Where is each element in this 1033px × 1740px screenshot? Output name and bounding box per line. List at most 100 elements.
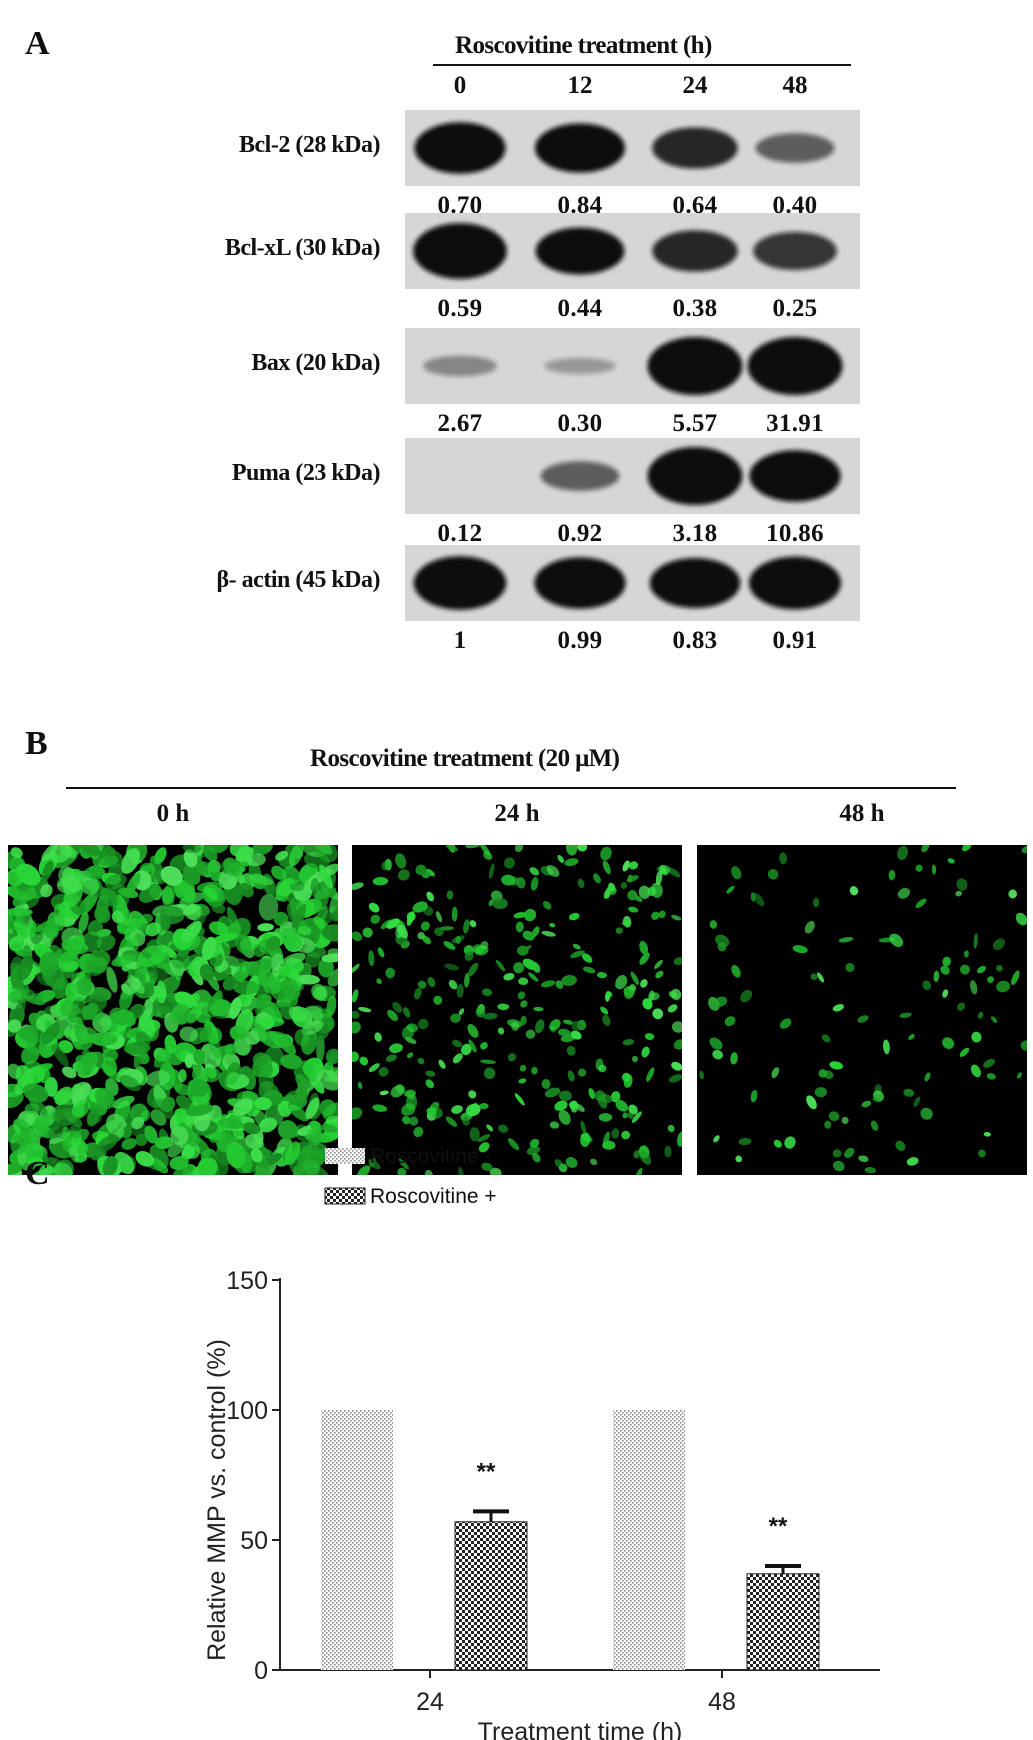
fluorescent-cell [635, 1167, 643, 1175]
fluorescent-cell [175, 1095, 194, 1112]
fluorescent-cell [611, 1128, 620, 1139]
fluorescent-cell [639, 1150, 652, 1165]
blot-image-puma [405, 438, 860, 514]
fluorescent-cell [593, 873, 601, 884]
fluorescent-cell [174, 1083, 191, 1096]
fluorescent-cell [472, 944, 485, 954]
fluorescent-cell [478, 1142, 490, 1153]
fluorescent-cell [170, 1126, 189, 1146]
fluorescent-cell [829, 1061, 843, 1070]
fluorescent-cell [445, 845, 458, 852]
fluorescent-cell [906, 1157, 919, 1166]
fluorescent-cell [610, 1091, 621, 1103]
fluorescent-cell [464, 972, 470, 988]
legend-label-minus: Roscovitine - [370, 1145, 491, 1168]
band-lane-12 [540, 461, 620, 491]
fluorescent-cell [318, 958, 334, 978]
fluorescent-cell [407, 1052, 414, 1058]
fluorescent-cell [179, 1026, 198, 1042]
y-tick-label: 0 [254, 1657, 268, 1685]
quant-bclxl-lane-12: 0.44 [557, 295, 603, 322]
fluorescent-cell [833, 1160, 845, 1172]
fluorescent-cell [326, 995, 337, 1018]
fluorescent-cell [185, 993, 200, 1008]
legend-swatch-plus [324, 1187, 366, 1205]
fluorescent-cell [664, 1145, 672, 1158]
fluorescent-cell [193, 1049, 206, 1065]
fluorescent-cell [284, 1141, 301, 1166]
fluorescent-cell [715, 934, 730, 947]
quant-bclxl-lane-0: 0.59 [437, 295, 483, 322]
fluorescent-cell [849, 886, 859, 896]
fluorescent-cell [157, 944, 178, 959]
fluorescent-cell [135, 1133, 148, 1147]
fluorescent-cell [182, 845, 202, 854]
fluorescent-cell [959, 1047, 970, 1057]
fluorescent-cell [532, 1152, 541, 1163]
fluorescent-cell [26, 1063, 53, 1076]
fluorescent-cell [483, 851, 493, 860]
panel-a-letter: A [25, 25, 50, 62]
fluorescent-cell [415, 864, 427, 876]
fluorescent-cell [627, 890, 638, 901]
fluorescent-cell [378, 1067, 389, 1077]
fluorescent-cell [245, 1133, 264, 1150]
fluorescent-cell [253, 1160, 271, 1175]
band-lane-48 [747, 337, 843, 395]
fluorescent-cell [425, 1070, 436, 1077]
fluorescent-cell [622, 860, 630, 872]
y-tick-label: 150 [226, 1267, 268, 1295]
fluorescent-cell [322, 924, 338, 942]
fluorescent-cell [838, 936, 854, 943]
fluorescent-cell [164, 1034, 177, 1054]
fluorescent-cell [224, 1043, 238, 1056]
band-lane-0 [423, 355, 497, 377]
fluorescent-cell [947, 858, 955, 864]
band-lane-24 [652, 127, 738, 169]
bar-plus-24 [454, 1521, 528, 1671]
fluorescent-cell [714, 996, 728, 1007]
fluorescent-cell [252, 1052, 269, 1067]
fluorescent-cell [633, 1150, 641, 1159]
fluorescent-cell [542, 901, 552, 910]
fluorescent-cell [395, 928, 403, 939]
fluorescent-cell [278, 1036, 297, 1055]
fluorescent-cell [959, 964, 970, 975]
fluorescent-cell [824, 1120, 832, 1129]
fluorescent-cell [376, 978, 382, 985]
fluorescent-cell [673, 1039, 682, 1050]
fluorescent-cell [28, 1116, 48, 1142]
fluorescent-cell [452, 1053, 463, 1064]
fluorescent-cell [352, 882, 364, 890]
fluorescent-cell [726, 885, 735, 894]
fluorescent-cell [257, 968, 274, 987]
lane-header-12: 12 [567, 72, 593, 99]
micrograph-48h [697, 845, 1027, 1175]
fluorescent-cell [77, 845, 101, 857]
fluorescent-cell [529, 867, 540, 876]
x-tick-label-24: 24 [416, 1688, 444, 1716]
fluorescent-cell [489, 1167, 502, 1175]
fluorescent-cell [145, 922, 161, 937]
fluorescent-cell [258, 893, 279, 921]
fluorescent-cell [52, 1108, 79, 1126]
fluorescent-cell [549, 1019, 561, 1031]
fluorescent-cell [565, 1157, 578, 1168]
fluorescent-cell [62, 876, 83, 892]
fluorescent-cell [66, 935, 86, 959]
fluorescent-cell [507, 1138, 520, 1151]
fluorescent-cell [631, 1111, 642, 1123]
fluorescent-cell [605, 891, 610, 899]
fluorescent-cell [922, 980, 932, 990]
fluorescent-cell [933, 970, 940, 983]
fluorescent-cell [467, 962, 479, 977]
fluorescent-cell [767, 869, 779, 880]
fluorescent-cell [352, 1107, 363, 1120]
fluorescent-cell [497, 1027, 505, 1035]
fluorescent-cell [427, 977, 436, 988]
fluorescent-cell [699, 1070, 704, 1080]
fluorescent-cell [223, 857, 241, 877]
fluorescent-cell [448, 980, 458, 990]
fluorescent-cell [530, 877, 539, 891]
fluorescent-cell [289, 845, 304, 867]
